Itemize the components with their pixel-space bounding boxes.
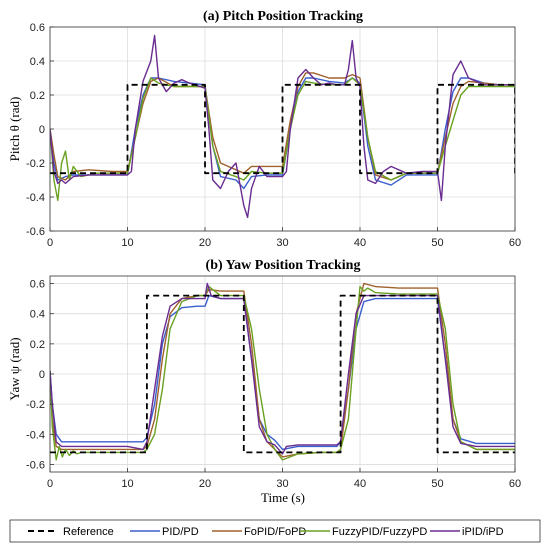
yaw-ytick-label: 0	[39, 369, 45, 381]
pitch-series	[50, 34, 515, 219]
legend: Reference PID/PD FoPID/FoPD FuzzyPID/FuzzyP…	[9, 519, 541, 543]
pitch-panel: (a) Pitch Position Tracking Pitch θ (rad…	[7, 9, 521, 249]
pitch-series-reference	[50, 83, 515, 175]
pitch-xtick-label: 20	[199, 237, 211, 249]
legend-label-fopid-fopd: FoPID/FoPD	[244, 526, 306, 538]
pitch-ylabel: Pitch θ (rad)	[7, 97, 22, 162]
yaw-xtick-label: 0	[47, 478, 53, 490]
yaw-xlabel: Time (s)	[261, 490, 305, 505]
pitch-xtick-label: 40	[354, 237, 366, 249]
yaw-ytick-label: -0.4	[26, 429, 45, 441]
yaw-xtick-label: 50	[431, 478, 443, 490]
yaw-xtick-label: 60	[509, 478, 521, 490]
yaw-series-ipid-ipd	[50, 282, 515, 455]
pitch-ytick-label: 0.6	[30, 22, 45, 34]
pitch-ytick-label: -0.6	[26, 226, 45, 238]
yaw-xtick-label: 40	[354, 478, 366, 490]
yaw-ylabel: Yaw ψ (rad)	[7, 337, 22, 400]
yaw-series	[50, 282, 515, 461]
yaw-ytick-label: 0.2	[30, 339, 45, 351]
yaw-series-fopid-fopd	[50, 282, 515, 458]
yaw-panel: (b) Yaw Position Tracking Yaw ψ (rad) Ti…	[7, 258, 521, 505]
yaw-xtick-label: 30	[276, 478, 288, 490]
legend-label-ipid-ipd: iPID/iPD	[462, 526, 504, 538]
pitch-xtick-label: 50	[431, 237, 443, 249]
pitch-ytick-label: 0.4	[30, 56, 45, 68]
pitch-xtick-label: 0	[47, 237, 53, 249]
pitch-ytick-label: 0	[39, 124, 45, 136]
yaw-ytick-label: -0.6	[26, 459, 45, 471]
pitch-ytick-label: -0.4	[26, 192, 45, 204]
pitch-ytick-label: 0.2	[30, 90, 45, 102]
yaw-title: (b) Yaw Position Tracking	[206, 258, 361, 273]
yaw-xtick-label: 10	[121, 478, 133, 490]
pitch-ytick-label: -0.2	[26, 158, 45, 170]
yaw-series-reference	[50, 294, 515, 454]
pitch-xtick-label: 10	[121, 237, 133, 249]
yaw-ytick-label: 0.4	[30, 309, 45, 321]
legend-box	[9, 519, 541, 543]
legend-label-fuzzypid-fuzzypd: FuzzyPID/FuzzyPD	[332, 526, 427, 538]
yaw-xtick-label: 20	[199, 478, 211, 490]
legend-label-reference: Reference	[63, 526, 114, 538]
pitch-title: (a) Pitch Position Tracking	[203, 9, 363, 24]
pitch-xtick-label: 60	[509, 237, 521, 249]
legend-label-pid-pd: PID/PD	[162, 526, 199, 538]
pitch-xtick-label: 30	[276, 237, 288, 249]
yaw-ytick-label: -0.2	[26, 399, 45, 411]
yaw-ytick-label: 0.6	[30, 279, 45, 291]
